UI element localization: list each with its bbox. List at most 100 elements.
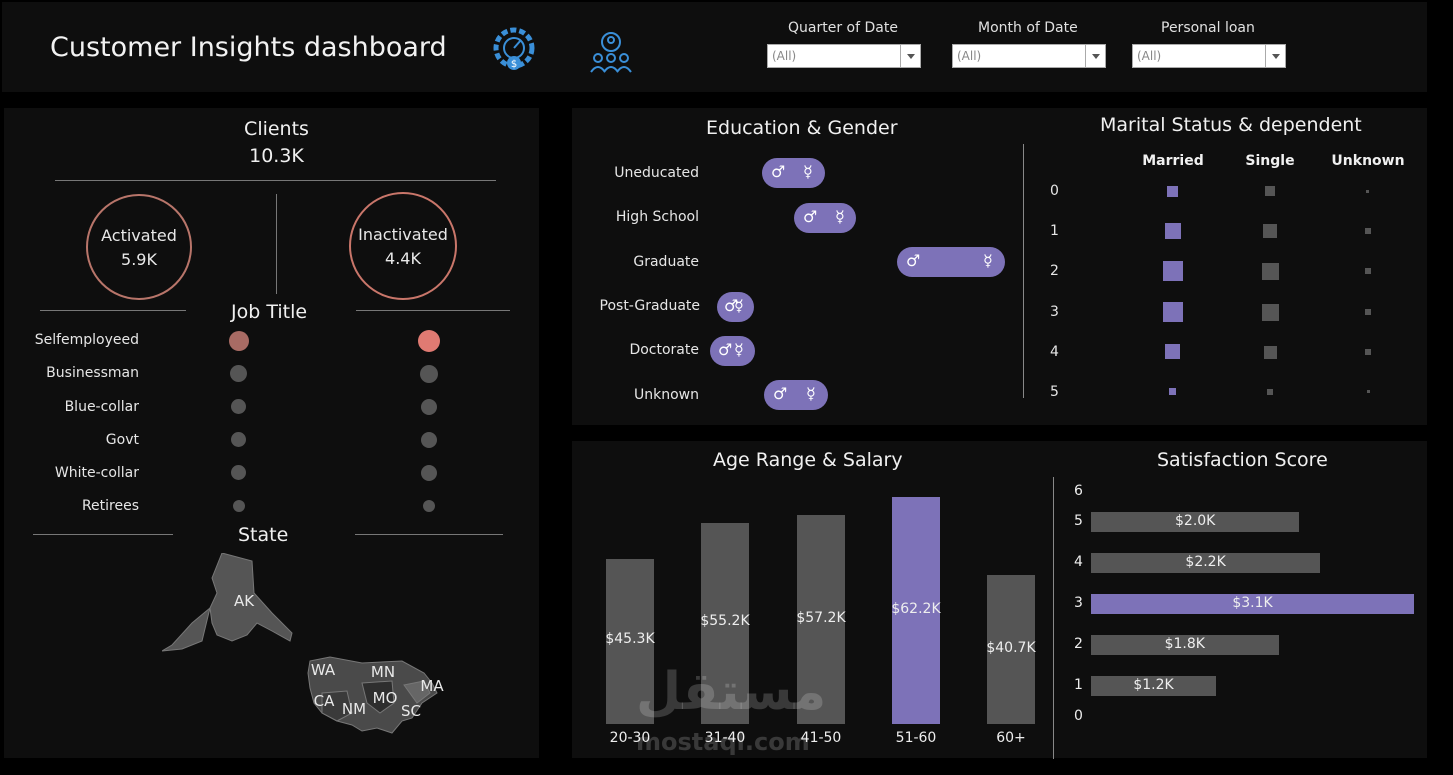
state-heading: State <box>238 524 289 546</box>
female-icon: ☿ <box>983 251 993 270</box>
marital-title: Marital Status & dependent <box>1100 114 1362 136</box>
marital-column-header: Married <box>1142 153 1204 169</box>
education-row-label: High School <box>615 209 699 225</box>
satisfaction-value-label: $2.2K <box>1185 554 1226 570</box>
dashboard-title: Customer Insights dashboard <box>50 32 447 63</box>
filter-label-quarter: Quarter of Date <box>788 20 898 36</box>
job-title-heading: Job Title <box>231 301 308 323</box>
marital-square[interactable] <box>1165 344 1180 359</box>
marital-square[interactable] <box>1365 309 1371 315</box>
marital-square[interactable] <box>1165 223 1181 239</box>
filter-value-personal-loan: (All) <box>1137 49 1162 63</box>
job-dot-activated[interactable] <box>233 500 245 512</box>
age-salary-bar[interactable] <box>606 558 654 724</box>
state-label: SC <box>401 702 421 720</box>
header-bar: Customer Insights dashboard $ Quarter of… <box>2 2 1427 92</box>
age-salary-x-label: 41-50 <box>800 730 842 746</box>
job-dot-activated[interactable] <box>230 365 247 382</box>
divider <box>40 310 186 311</box>
filter-select-quarter[interactable]: (All) <box>767 44 921 68</box>
satisfaction-bar[interactable]: $2.2K <box>1091 553 1321 573</box>
marital-square[interactable] <box>1262 263 1279 280</box>
job-dot-inactivated[interactable] <box>423 500 435 512</box>
job-dot-inactivated[interactable] <box>421 465 437 481</box>
job-dot-inactivated[interactable] <box>421 432 437 448</box>
job-dot-inactivated[interactable] <box>418 330 440 352</box>
job-dot-activated[interactable] <box>229 331 249 351</box>
marital-square[interactable] <box>1169 388 1176 395</box>
female-icon: ☿ <box>734 296 744 315</box>
job-row-label: Blue-collar <box>64 399 139 415</box>
age-salary-x-label: 60+ <box>996 730 1026 746</box>
state-label: NM <box>342 700 366 718</box>
state-label: AK <box>234 592 255 610</box>
marital-square[interactable] <box>1263 224 1277 238</box>
satisfaction-tick-label: 1 <box>1074 677 1083 693</box>
state-label: MO <box>373 689 398 707</box>
filter-select-personal-loan[interactable]: (All) <box>1132 44 1286 68</box>
satisfaction-bar[interactable]: $2.0K <box>1091 512 1300 532</box>
age-salary-value-label: $62.2K <box>891 600 941 617</box>
age-salary-bar[interactable] <box>892 497 940 724</box>
education-marital-panel: Education & Gender Uneducated High Schoo… <box>572 108 1427 425</box>
education-gender-pill[interactable]: ♂ ☿ <box>710 336 755 366</box>
chevron-down-icon[interactable] <box>1085 45 1105 67</box>
age-salary-bar[interactable] <box>987 575 1035 724</box>
filter-value-month: (All) <box>957 49 982 63</box>
activated-ring: Activated 5.9K <box>86 194 192 300</box>
filter-select-month[interactable]: (All) <box>952 44 1106 68</box>
satisfaction-tick-label: 5 <box>1074 513 1083 529</box>
satisfaction-bar[interactable]: $3.1K <box>1091 594 1414 614</box>
education-title: Education & Gender <box>706 117 898 139</box>
age-satisfaction-panel: Age Range & Salary $45.3K 20-30 $55.2K 31-4… <box>572 441 1427 759</box>
state-map[interactable]: AK WA MN MA MO CA NM SC <box>161 552 452 758</box>
male-icon: ♂ <box>906 251 921 270</box>
job-dot-inactivated[interactable] <box>421 399 437 415</box>
marital-square[interactable] <box>1262 304 1279 321</box>
inactivated-label: Inactivated <box>358 225 448 244</box>
activated-label: Activated <box>101 226 177 245</box>
state-label: MA <box>420 677 444 695</box>
dependent-row-label: 5 <box>1050 384 1059 400</box>
dependent-row-label: 4 <box>1050 344 1059 360</box>
education-row-label: Unknown <box>634 387 699 403</box>
marital-square[interactable] <box>1365 228 1371 234</box>
education-row-label: Uneducated <box>614 165 699 181</box>
male-icon: ♂ <box>718 340 733 359</box>
marital-square[interactable] <box>1365 349 1371 355</box>
satisfaction-tick-label: 3 <box>1074 595 1083 611</box>
state-label: MN <box>371 663 395 681</box>
marital-square[interactable] <box>1265 186 1275 196</box>
job-dot-activated[interactable] <box>231 399 246 414</box>
age-salary-x-label: 31-40 <box>704 730 746 746</box>
divider <box>55 180 496 181</box>
education-gender-pill[interactable]: ♂ ☿ <box>717 292 754 322</box>
marital-square[interactable] <box>1167 186 1178 197</box>
filter-label-personal-loan: Personal loan <box>1161 20 1255 36</box>
job-dot-inactivated[interactable] <box>420 365 438 383</box>
marital-square[interactable] <box>1163 302 1183 322</box>
chevron-down-icon[interactable] <box>900 45 920 67</box>
marital-square[interactable] <box>1367 390 1370 393</box>
satisfaction-tick-label: 2 <box>1074 636 1083 652</box>
satisfaction-bar[interactable]: $1.2K <box>1091 676 1217 696</box>
chevron-down-icon[interactable] <box>1265 45 1285 67</box>
education-gender-pill[interactable]: ♂ ☿ <box>764 380 828 410</box>
job-row-label: Retirees <box>81 498 139 514</box>
marital-square[interactable] <box>1163 261 1183 281</box>
age-salary-bar[interactable] <box>797 515 845 724</box>
female-icon: ☿ <box>734 340 744 359</box>
job-dot-activated[interactable] <box>231 465 246 480</box>
satisfaction-bar[interactable]: $1.8K <box>1091 635 1279 655</box>
marital-square[interactable] <box>1365 268 1371 274</box>
age-salary-bar[interactable] <box>701 522 749 724</box>
education-gender-pill[interactable]: ♂ ☿ <box>762 158 825 188</box>
marital-column-header: Unknown <box>1331 153 1405 169</box>
state-label: WA <box>311 661 336 679</box>
marital-square[interactable] <box>1366 190 1369 193</box>
job-dot-activated[interactable] <box>231 432 246 447</box>
education-gender-pill[interactable]: ♂ ☿ <box>897 247 1005 277</box>
marital-square[interactable] <box>1267 389 1273 395</box>
marital-square[interactable] <box>1264 346 1277 359</box>
education-gender-pill[interactable]: ♂ ☿ <box>794 203 856 233</box>
